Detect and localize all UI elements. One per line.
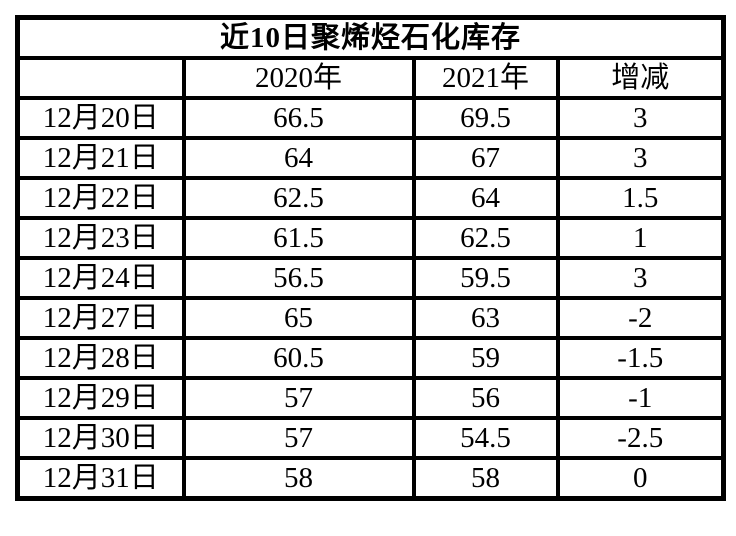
header-cell-change: 增减 xyxy=(555,56,726,100)
value-2020-cell: 56.5 xyxy=(181,256,416,300)
inventory-table: 近10日聚烯烃石化库存 2020年 2021年 增减 12月20日 66.5 6… xyxy=(15,15,727,501)
date-cell: 12月31日 xyxy=(15,456,186,501)
change-cell: 3 xyxy=(555,96,726,140)
value-2021-cell: 59.5 xyxy=(411,256,560,300)
title-row: 近10日聚烯烃石化库存 xyxy=(15,15,726,60)
table-row: 12月21日 64 67 3 xyxy=(15,136,726,180)
value-2021-cell: 67 xyxy=(411,136,560,180)
table-title: 近10日聚烯烃石化库存 xyxy=(15,15,726,60)
value-2021-cell: 63 xyxy=(411,296,560,340)
date-cell: 12月29日 xyxy=(15,376,186,420)
date-cell: 12月30日 xyxy=(15,416,186,460)
value-2021-cell: 54.5 xyxy=(411,416,560,460)
value-2020-cell: 66.5 xyxy=(181,96,416,140)
header-cell-2020: 2020年 xyxy=(181,56,416,100)
date-cell: 12月21日 xyxy=(15,136,186,180)
value-2020-cell: 58 xyxy=(181,456,416,501)
value-2020-cell: 65 xyxy=(181,296,416,340)
table-row: 12月23日 61.5 62.5 1 xyxy=(15,216,726,260)
inventory-table-container: 近10日聚烯烃石化库存 2020年 2021年 增减 12月20日 66.5 6… xyxy=(15,15,727,501)
date-cell: 12月27日 xyxy=(15,296,186,340)
change-cell: 3 xyxy=(555,256,726,300)
value-2021-cell: 64 xyxy=(411,176,560,220)
value-2021-cell: 59 xyxy=(411,336,560,380)
date-cell: 12月24日 xyxy=(15,256,186,300)
table-row: 12月29日 57 56 -1 xyxy=(15,376,726,420)
change-cell: -1.5 xyxy=(555,336,726,380)
value-2021-cell: 62.5 xyxy=(411,216,560,260)
value-2021-cell: 58 xyxy=(411,456,560,501)
change-cell: 1 xyxy=(555,216,726,260)
table-row: 12月28日 60.5 59 -1.5 xyxy=(15,336,726,380)
value-2020-cell: 61.5 xyxy=(181,216,416,260)
change-cell: -2.5 xyxy=(555,416,726,460)
table-row: 12月27日 65 63 -2 xyxy=(15,296,726,340)
change-cell: 0 xyxy=(555,456,726,501)
table-row: 12月20日 66.5 69.5 3 xyxy=(15,96,726,140)
value-2020-cell: 62.5 xyxy=(181,176,416,220)
table-row: 12月31日 58 58 0 xyxy=(15,456,726,501)
header-row: 2020年 2021年 增减 xyxy=(15,56,726,100)
change-cell: -2 xyxy=(555,296,726,340)
value-2020-cell: 60.5 xyxy=(181,336,416,380)
date-cell: 12月20日 xyxy=(15,96,186,140)
change-cell: 3 xyxy=(555,136,726,180)
table-row: 12月24日 56.5 59.5 3 xyxy=(15,256,726,300)
value-2020-cell: 57 xyxy=(181,376,416,420)
date-cell: 12月23日 xyxy=(15,216,186,260)
change-cell: -1 xyxy=(555,376,726,420)
value-2020-cell: 64 xyxy=(181,136,416,180)
header-cell-date xyxy=(15,56,186,100)
table-row: 12月22日 62.5 64 1.5 xyxy=(15,176,726,220)
table-row: 12月30日 57 54.5 -2.5 xyxy=(15,416,726,460)
date-cell: 12月22日 xyxy=(15,176,186,220)
change-cell: 1.5 xyxy=(555,176,726,220)
date-cell: 12月28日 xyxy=(15,336,186,380)
value-2021-cell: 69.5 xyxy=(411,96,560,140)
value-2021-cell: 56 xyxy=(411,376,560,420)
value-2020-cell: 57 xyxy=(181,416,416,460)
header-cell-2021: 2021年 xyxy=(411,56,560,100)
